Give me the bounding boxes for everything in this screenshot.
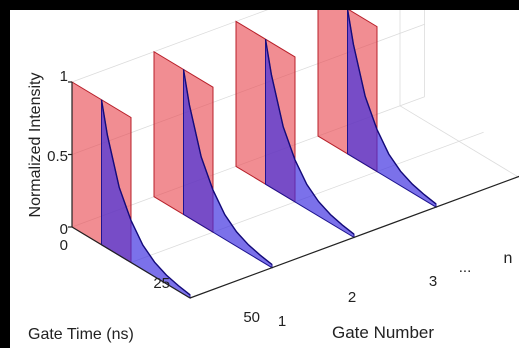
gate-panels [71, 10, 437, 299]
z-tick-label-0.5: 0.5 [47, 148, 68, 165]
x-tick-label-0: 0 [60, 237, 68, 254]
grid-line-z-2 [71, 10, 269, 83]
chart-panel: 1 0.5 0 0 25 50 1 2 3 ... n Normalized I… [10, 10, 519, 348]
z-tick-label-1: 1 [60, 68, 68, 85]
gate-2 [153, 50, 273, 269]
gate-4 [317, 10, 437, 208]
x-tick-label-50: 50 [243, 309, 260, 326]
y-axis-line [189, 175, 519, 299]
decay-curve-1 [100, 99, 191, 296]
y-tick-label-n: n [504, 250, 513, 267]
grid-line-t-50 [189, 176, 519, 299]
y-tick-label-2: 2 [348, 289, 356, 306]
z-tick-label-0: 0 [60, 221, 68, 238]
y-axis-title: Gate Number [332, 323, 434, 342]
y-tick-label-ellipsis: ... [459, 259, 472, 276]
chart-svg: 1 0.5 0 0 25 50 1 2 3 ... n Normalized I… [27, 10, 519, 343]
z-axis-title: Normalized Intensity [27, 73, 44, 218]
decay-curve-4 [346, 10, 437, 205]
axes [68, 81, 519, 299]
x-axis-title: Gate Time (ns) [28, 326, 134, 343]
x-axis-line [71, 226, 191, 299]
y-tick-label-3: 3 [429, 273, 437, 290]
x-tick-label-25: 25 [153, 275, 170, 292]
y-tick-label-1: 1 [278, 313, 286, 330]
decay-curve-2 [182, 69, 273, 266]
decay-curve-3 [264, 39, 355, 235]
gate-3 [235, 20, 355, 239]
